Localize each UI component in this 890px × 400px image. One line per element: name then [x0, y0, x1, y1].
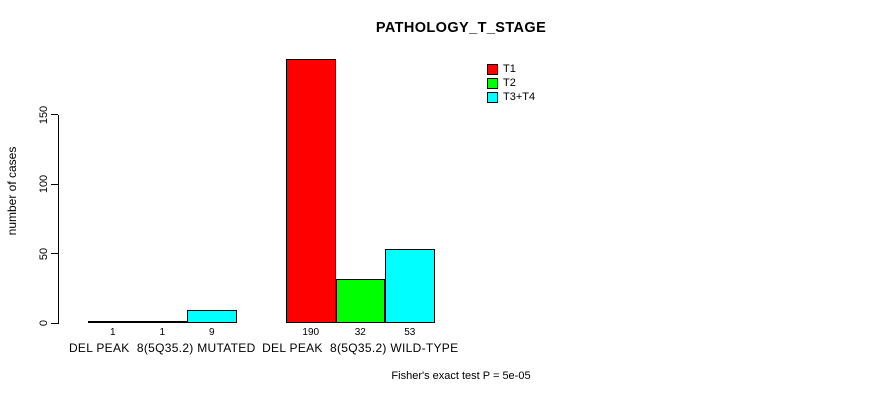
x-category-label: DEL PEAK 8(5Q35.2) WILD-TYPE	[262, 341, 459, 355]
legend-swatch-icon	[487, 64, 498, 75]
y-tick-label: 50	[38, 247, 50, 260]
legend: T1 T2 T3+T4	[487, 64, 535, 103]
legend-item: T3+T4	[487, 92, 535, 103]
bar-t3-t4	[187, 310, 237, 323]
y-tick-label: 0	[38, 319, 50, 327]
bar-t1	[88, 321, 138, 323]
legend-label: T1	[503, 63, 516, 75]
y-tick-mark	[50, 253, 58, 255]
legend-swatch-icon	[487, 78, 498, 89]
stat-annotation: Fisher's exact test P = 5e-05	[391, 370, 531, 382]
bar-value-label: 53	[404, 327, 416, 338]
bar-t3-t4	[385, 249, 435, 323]
bar-value-label: 32	[354, 327, 366, 338]
bar-t2	[137, 321, 187, 323]
y-tick-label: 100	[38, 174, 50, 194]
chart-title: PATHOLOGY_T_STAGE	[375, 20, 547, 36]
bar-t1	[286, 59, 336, 323]
y-axis-line	[57, 114, 59, 324]
bar-value-label: 1	[109, 327, 116, 338]
legend-item: T2	[487, 78, 535, 89]
y-tick-mark	[50, 183, 58, 185]
legend-item: T1	[487, 64, 535, 75]
x-category-label: DEL PEAK 8(5Q35.2) MUTATED	[68, 341, 256, 355]
y-tick-label: 150	[38, 105, 50, 124]
legend-label: T3+T4	[503, 91, 536, 103]
legend-label: T2	[503, 77, 516, 89]
bar-t2	[335, 278, 385, 323]
legend-swatch-icon	[487, 92, 498, 103]
y-tick-mark	[50, 114, 58, 116]
bar-value-label: 9	[208, 327, 215, 338]
y-tick-mark	[50, 322, 58, 324]
bar-value-label: 1	[159, 327, 166, 338]
bar-value-label: 190	[302, 327, 320, 338]
